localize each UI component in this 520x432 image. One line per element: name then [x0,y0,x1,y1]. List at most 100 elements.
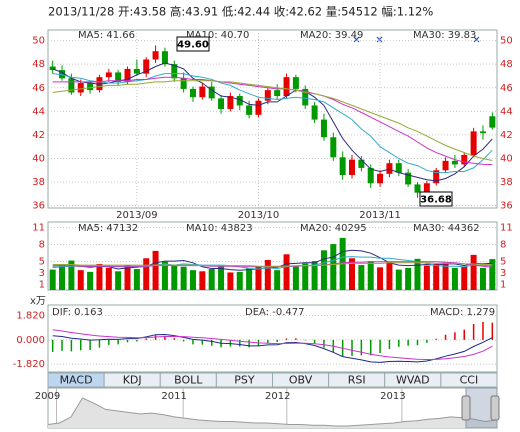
y-tick-label: 5 [39,257,45,268]
tab[interactable]: WVAD [384,372,442,388]
y-tick-label-right: 40 [500,153,513,164]
header: 2013/11/28 开:43.58 高:43.91 低:42.44 收:42.… [48,5,433,19]
candle-body [68,78,75,93]
tab[interactable]: MACD [47,372,105,388]
panel-frame [47,304,498,373]
legend-entry: MA5: 41.66 [78,30,135,41]
candle-body [161,51,168,65]
tab[interactable]: KDJ [103,372,161,388]
candle-body [451,160,458,165]
volume-bar [189,270,196,290]
volume-bar [377,267,384,290]
volume-bar [283,254,290,290]
volume-unit: x万 [30,296,46,307]
legend-entry: MA30: 39.83 [413,30,476,41]
volume-bar [236,271,243,290]
volume-bar [199,271,206,290]
candle-body [143,59,150,74]
tab[interactable]: CCI [440,372,498,388]
volume-bar [161,261,168,290]
line-series [52,333,493,363]
tab-label[interactable]: KDJ [123,374,142,387]
candle-body [283,77,290,97]
navigator-handle[interactable] [490,395,500,421]
candle-body [115,72,122,82]
candle-body [386,163,393,174]
y-tick-label: 0.000 [16,335,45,346]
candle-body [377,173,384,184]
volume-bar [68,260,75,290]
tab[interactable]: PSY [215,372,273,388]
tab-label[interactable]: RSI [348,374,366,387]
volume-bar [49,269,56,290]
volume-bar [395,269,402,290]
volume-bar [349,258,356,290]
legend-entry: DEA: -0.477 [245,307,304,318]
x-tick-label: 2013/11 [359,210,401,221]
tab-label[interactable]: MACD [60,374,93,387]
legend-entry: MA10: 40.70 [186,30,249,41]
legend-entry: MA30: 44362 [413,223,480,234]
navigator-handle[interactable] [461,395,471,421]
tab-label[interactable]: OBV [289,374,313,387]
candle-body [171,64,178,79]
tab[interactable]: RSI [328,372,386,388]
x-tick-label: 2013/09 [116,210,158,221]
candle-body [152,51,159,60]
candle-body [236,96,243,106]
navigator-label: 2011 [161,391,186,402]
candle-body [124,68,131,82]
legend-entry: MA5: 47132 [78,223,138,234]
candle-body [49,66,56,71]
y-tick-label-right: 38 [500,177,513,188]
volume-bar [171,264,178,290]
volume-bar [246,268,253,290]
volume-bar [152,250,159,290]
y-tick-label: 8 [39,240,45,251]
tab[interactable]: OBV [272,372,330,388]
candle-body [470,131,477,155]
y-tick-label: 44 [32,106,45,117]
line-series [52,249,493,271]
line-series [52,262,493,267]
annotation-box [419,191,453,207]
line-series [52,73,493,174]
volume-bar [451,267,458,290]
candle-body [339,157,346,175]
annotation-box [176,36,210,52]
tab-label[interactable]: BOLL [174,374,203,387]
line-series [52,329,493,361]
y-tick-label-right: 48 [500,59,513,70]
volume-bar [208,269,215,290]
y-tick-label-right: 11 [500,223,513,234]
volume-bar [105,267,112,290]
y-tick-label: 40 [32,153,45,164]
tab-label[interactable]: PSY [234,374,255,387]
y-tick-label: 3 [39,268,45,279]
tab-button[interactable] [440,372,498,388]
tab[interactable]: BOLL [159,372,217,388]
tab-label[interactable]: WVAD [396,374,430,387]
navigator-area [48,398,497,428]
candle-body [489,116,496,128]
candle-body [311,105,318,120]
candle-body [218,98,225,109]
volume-bar [320,250,327,290]
annotation: 49.60 [177,40,209,51]
volume-bar [274,270,281,290]
candle-body [96,77,103,91]
x-tick-label: 2013/10 [238,210,280,221]
annotation-high: 49.60 [176,36,210,52]
volume-bar [59,265,66,290]
legend-entry: MA10: 43823 [186,223,253,234]
annotation: 36.68 [420,195,452,206]
event-marker [376,36,383,43]
volume-bar [423,265,430,290]
tab-label[interactable]: CCI [460,374,479,387]
y-tick-label: 1.820 [16,310,45,321]
candle-body [395,163,402,173]
volume-bar [489,259,496,290]
volume-bar [358,265,365,290]
candle-body [414,184,421,193]
